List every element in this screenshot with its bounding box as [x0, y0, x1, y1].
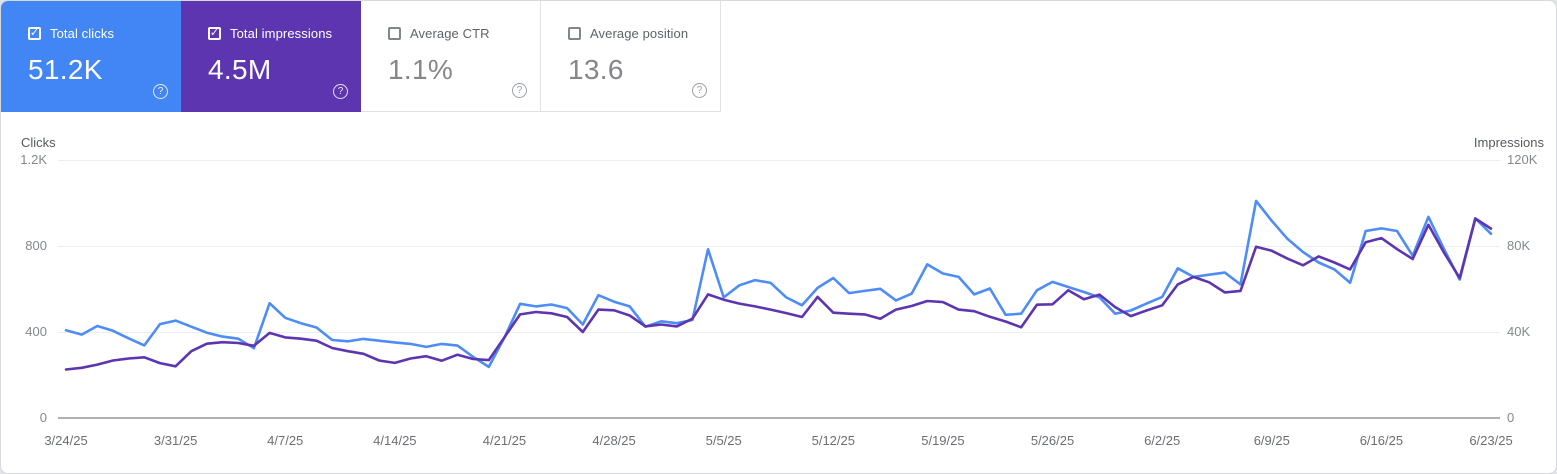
x-axis-date-label: 5/26/25	[1030, 433, 1075, 448]
card-total-impressions-header: ✓ Total impressions	[208, 26, 361, 41]
x-axis-date-label: 4/14/25	[373, 433, 417, 448]
card-label: Average position	[590, 26, 689, 41]
help-icon[interactable]: ?	[692, 83, 707, 98]
x-axis-date-label: 5/12/25	[811, 433, 855, 448]
card-label: Total clicks	[50, 26, 115, 41]
metric-value: 51.2K	[28, 54, 103, 85]
help-icon[interactable]: ?	[153, 84, 168, 99]
x-axis-date-label: 5/19/25	[921, 433, 965, 448]
card-label: Average CTR	[410, 26, 490, 41]
x-axis-date-label: 6/23/25	[1469, 433, 1513, 448]
card-total-clicks-header: ✓ Total clicks	[28, 26, 181, 41]
chart-plot	[64, 199, 1493, 371]
card-average-position-header: Average position	[568, 26, 720, 41]
left-axis-tick: 1.2K	[20, 151, 47, 167]
help-icon[interactable]: ?	[512, 83, 527, 98]
x-axis-date-label: 4/28/25	[592, 433, 636, 448]
checkbox-average-ctr[interactable]	[388, 27, 401, 40]
left-axis-tick: 0	[39, 410, 47, 425]
impressions-line	[64, 217, 1493, 371]
x-axis-date-label: 4/21/25	[482, 433, 527, 448]
x-axis-date-label: 3/24/25	[44, 433, 88, 448]
gridline	[58, 331, 1500, 333]
gridline	[58, 245, 1500, 247]
metric-cards-row: ✓ Total clicks 51.2K ? ✓ Total impressio…	[1, 1, 721, 112]
x-axis-date-label: 5/5/25	[705, 433, 742, 448]
x-axis-date-label: 6/9/25	[1253, 433, 1290, 448]
clicks-line	[64, 199, 1493, 369]
card-label: Total impressions	[230, 26, 333, 41]
x-axis-date-label: 4/7/25	[267, 433, 304, 448]
x-axis-date-label: 3/31/25	[153, 433, 198, 448]
right-axis-title: Impressions	[1473, 135, 1544, 150]
card-total-clicks[interactable]: ✓ Total clicks 51.2K ?	[1, 1, 181, 112]
checkbox-total-clicks[interactable]: ✓	[28, 27, 41, 40]
metric-value: 1.1%	[388, 54, 454, 85]
right-axis-tick: 120K	[1507, 151, 1538, 167]
help-icon[interactable]: ?	[333, 84, 348, 99]
right-axis-tick: 80K	[1507, 237, 1531, 253]
left-axis-title: Clicks	[21, 135, 56, 150]
checkbox-average-position[interactable]	[568, 27, 581, 40]
gridline	[58, 159, 1500, 161]
card-average-ctr[interactable]: Average CTR 1.1% ?	[361, 1, 541, 112]
left-axis-tick: 800	[25, 237, 47, 253]
checkbox-total-impressions[interactable]: ✓	[208, 27, 221, 40]
right-axis-tick: 0	[1507, 410, 1515, 425]
x-axis-date-label: 6/16/25	[1359, 433, 1404, 448]
metric-value: 13.6	[568, 54, 624, 85]
left-axis-tick: 400	[25, 323, 47, 339]
x-axis-date-label: 6/2/25	[1144, 433, 1181, 448]
x-axis-line	[58, 417, 1500, 419]
right-axis-tick: 40K	[1507, 323, 1531, 339]
card-average-position[interactable]: Average position 13.6 ?	[541, 1, 721, 112]
card-average-ctr-header: Average CTR	[388, 26, 540, 41]
performance-chart[interactable]: Clicks Impressions 0 0 400 40K 800 80K 1.2K 120…	[1, 112, 1556, 473]
metric-value: 4.5M	[208, 54, 272, 85]
card-total-impressions[interactable]: ✓ Total impressions 4.5M ?	[181, 1, 361, 112]
